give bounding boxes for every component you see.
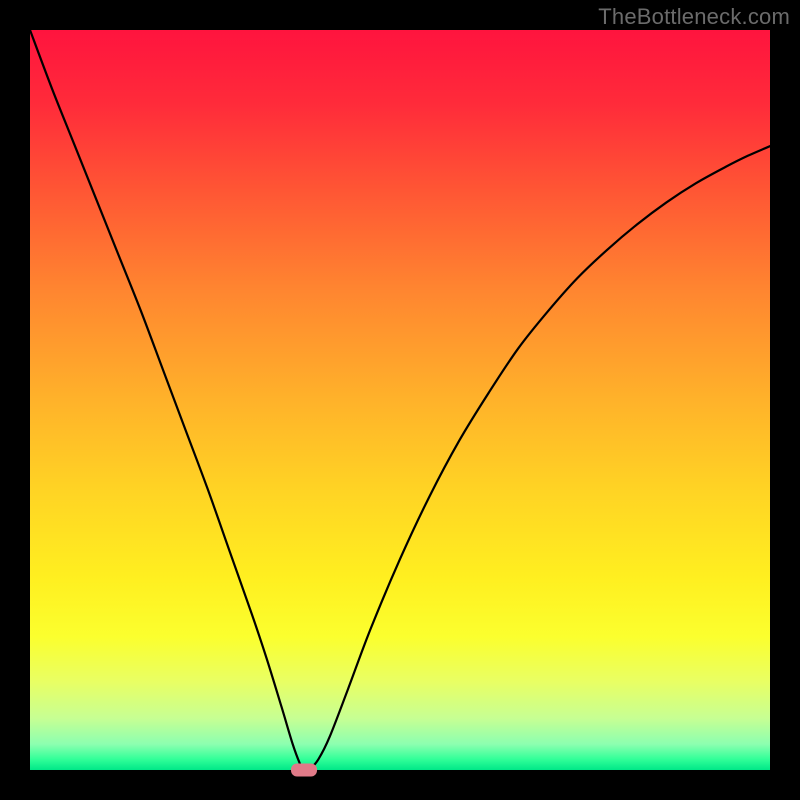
curve-svg xyxy=(30,30,770,770)
minimum-marker xyxy=(291,764,317,777)
watermark-text: TheBottleneck.com xyxy=(598,4,790,30)
plot-area xyxy=(30,30,770,770)
bottleneck-curve xyxy=(30,30,770,770)
